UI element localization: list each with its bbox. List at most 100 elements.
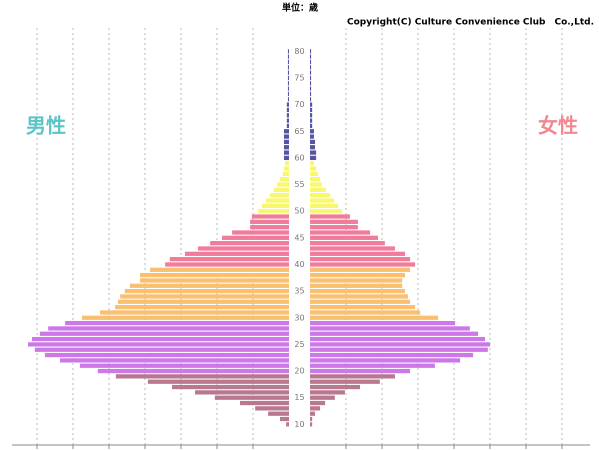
bar bbox=[310, 182, 322, 187]
bar bbox=[100, 310, 289, 315]
bar bbox=[280, 416, 289, 422]
bar bbox=[310, 257, 411, 262]
bar bbox=[120, 294, 289, 299]
bar bbox=[282, 171, 289, 177]
bar bbox=[195, 390, 289, 395]
bar bbox=[310, 177, 321, 182]
bar bbox=[310, 81, 312, 86]
bar bbox=[250, 219, 289, 224]
bar bbox=[310, 187, 326, 193]
y-tick-label: 25 bbox=[294, 340, 304, 349]
bar bbox=[115, 374, 289, 379]
bar bbox=[172, 384, 289, 390]
y-tick-label: 30 bbox=[294, 313, 304, 322]
bar bbox=[283, 155, 289, 161]
bar bbox=[310, 209, 343, 214]
y-tick-label: 45 bbox=[294, 233, 304, 242]
bar bbox=[283, 139, 289, 145]
bar bbox=[310, 118, 313, 123]
bar bbox=[286, 422, 289, 427]
bar bbox=[60, 358, 289, 363]
bar bbox=[287, 97, 289, 102]
bar bbox=[310, 267, 411, 272]
bar bbox=[287, 54, 289, 59]
bar bbox=[310, 214, 350, 219]
bar bbox=[310, 161, 314, 166]
bar bbox=[255, 406, 289, 411]
bar bbox=[310, 134, 314, 139]
bar bbox=[268, 411, 289, 416]
y-tick-label: 80 bbox=[294, 47, 304, 56]
bar bbox=[310, 91, 312, 97]
bar bbox=[124, 288, 289, 294]
bar bbox=[79, 363, 289, 368]
bar bbox=[310, 150, 317, 155]
bar bbox=[287, 86, 289, 91]
bar bbox=[286, 123, 289, 129]
bar bbox=[310, 166, 317, 171]
bar bbox=[310, 331, 479, 336]
bar bbox=[310, 171, 318, 177]
bar bbox=[285, 161, 289, 166]
bar bbox=[310, 368, 411, 374]
bar bbox=[250, 225, 289, 230]
bar bbox=[310, 273, 406, 278]
bar bbox=[310, 384, 361, 390]
bar bbox=[232, 230, 289, 235]
bar bbox=[310, 299, 411, 304]
y-tick-label: 40 bbox=[294, 260, 304, 269]
bar bbox=[310, 123, 313, 129]
bar bbox=[97, 368, 289, 374]
bar bbox=[139, 273, 289, 278]
bar bbox=[310, 198, 335, 203]
bar bbox=[283, 129, 289, 134]
bar bbox=[28, 342, 289, 347]
bar bbox=[310, 342, 490, 347]
bar bbox=[310, 390, 345, 395]
bar bbox=[310, 219, 358, 224]
y-tick-label: 35 bbox=[294, 287, 304, 296]
bar bbox=[310, 145, 316, 150]
bar bbox=[310, 203, 339, 208]
y-tick-label: 15 bbox=[294, 393, 304, 402]
bar bbox=[310, 75, 312, 81]
bar bbox=[310, 422, 313, 427]
bar bbox=[286, 102, 289, 107]
y-tick-label: 60 bbox=[294, 153, 304, 162]
bar bbox=[150, 267, 289, 272]
bar bbox=[310, 379, 380, 384]
bar bbox=[310, 363, 435, 368]
y-tick-label: 75 bbox=[294, 73, 304, 82]
bar bbox=[310, 304, 416, 310]
bar bbox=[283, 166, 289, 171]
bar bbox=[310, 400, 326, 406]
bar bbox=[310, 70, 312, 75]
bar bbox=[287, 75, 289, 81]
bar bbox=[214, 395, 289, 400]
bar bbox=[184, 251, 289, 256]
bar bbox=[310, 411, 316, 416]
bar bbox=[310, 374, 395, 379]
bar bbox=[310, 320, 456, 326]
bar bbox=[286, 107, 289, 113]
bar bbox=[310, 139, 316, 145]
bar bbox=[118, 299, 289, 304]
bar bbox=[310, 352, 474, 358]
bar bbox=[283, 134, 289, 139]
bar bbox=[310, 310, 421, 315]
bar bbox=[273, 187, 289, 193]
bar bbox=[310, 235, 379, 240]
y-tick-label: 20 bbox=[294, 367, 304, 376]
bar bbox=[210, 241, 289, 246]
bar bbox=[139, 278, 289, 283]
bar bbox=[258, 209, 289, 214]
y-tick-label: 10 bbox=[294, 420, 304, 429]
bar bbox=[310, 241, 385, 246]
bar bbox=[240, 400, 289, 406]
y-tick-label: 55 bbox=[294, 180, 304, 189]
bar bbox=[251, 214, 289, 219]
bar bbox=[280, 177, 289, 182]
copyright: Copyright(C) Culture Convenience Club Co… bbox=[347, 18, 594, 28]
series-label: 女性 bbox=[538, 114, 578, 138]
